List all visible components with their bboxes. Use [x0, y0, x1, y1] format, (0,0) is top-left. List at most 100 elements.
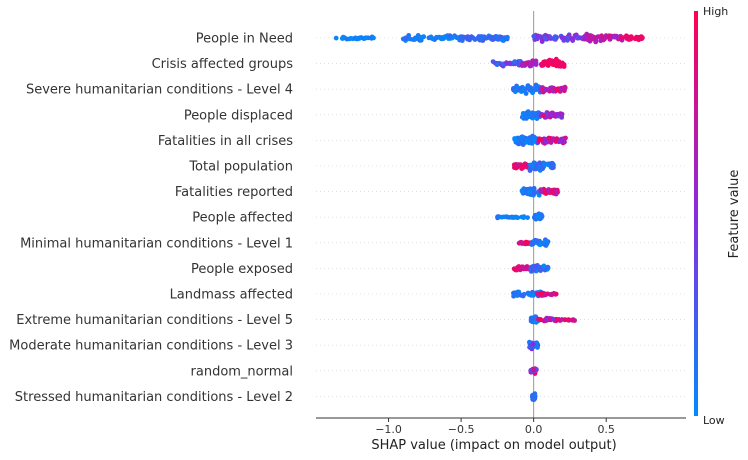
- shap-point: [535, 214, 540, 220]
- shap-point: [490, 37, 495, 42]
- shap-point: [536, 137, 542, 143]
- shap-point: [530, 316, 535, 322]
- shap-point: [412, 37, 417, 42]
- shap-point: [570, 36, 576, 42]
- shap-point: [570, 317, 576, 323]
- shap-point: [551, 165, 556, 170]
- shap-point: [369, 35, 374, 41]
- shap-point: [524, 137, 530, 143]
- shap-point: [519, 164, 525, 170]
- feature-label: People displaced: [184, 108, 293, 123]
- shap-point: [526, 189, 532, 195]
- shap-point: [418, 35, 424, 40]
- shap-point: [458, 34, 464, 40]
- shap-point: [403, 35, 409, 41]
- shap-point: [548, 292, 553, 297]
- shap-point: [521, 215, 527, 220]
- shap-point: [550, 88, 556, 94]
- shap-point: [521, 87, 526, 93]
- colorbar-title: Feature value: [727, 170, 742, 259]
- shap-point: [531, 137, 537, 143]
- shap-point: [531, 267, 536, 273]
- shap-point: [548, 161, 554, 166]
- shap-point: [638, 36, 644, 42]
- shap-point: [587, 36, 593, 42]
- feature-gridlines: [316, 37, 686, 397]
- shap-point: [533, 62, 539, 67]
- shap-point: [535, 291, 540, 297]
- shap-point: [513, 87, 518, 93]
- shap-point: [532, 111, 538, 116]
- feature-label: Fatalities in all crises: [158, 134, 293, 149]
- shap-point: [344, 36, 350, 42]
- shap-point: [533, 263, 538, 269]
- shap-point: [515, 215, 521, 221]
- shap-point: [562, 317, 568, 322]
- feature-label: People in Need: [196, 32, 293, 47]
- shap-point: [495, 34, 500, 40]
- feature-label: People affected: [192, 211, 293, 226]
- feature-label: Extreme humanitarian conditions - Level …: [16, 313, 293, 328]
- feature-label: Total population: [188, 160, 293, 175]
- shap-point: [538, 317, 543, 322]
- feature-label: People exposed: [191, 262, 293, 277]
- feature-label: Severe humanitarian conditions - Level 4: [26, 83, 293, 98]
- shap-point: [348, 36, 354, 41]
- shap-point: [538, 189, 544, 194]
- shap-point: [565, 35, 571, 40]
- shap-point: [514, 138, 520, 144]
- shap-point: [407, 36, 413, 42]
- shap-point: [434, 35, 440, 40]
- shap-point: [550, 316, 556, 322]
- shap-point: [475, 36, 481, 41]
- shap-point: [619, 35, 625, 41]
- shap-point: [627, 35, 633, 41]
- x-axis-ticks: −1.0 −0.5 0.0 0.5: [375, 418, 615, 436]
- shap-point: [544, 241, 550, 247]
- shap-point: [531, 367, 537, 373]
- shap-point: [428, 34, 434, 40]
- shap-point: [447, 33, 453, 38]
- shap-point: [525, 215, 530, 221]
- shap-point: [495, 214, 500, 220]
- shap-point: [519, 293, 524, 298]
- shap-point: [537, 34, 543, 40]
- shap-point: [540, 113, 546, 118]
- shap-point: [602, 35, 608, 40]
- shap-point: [531, 185, 537, 191]
- shap-point: [530, 292, 535, 298]
- feature-label: Fatalities reported: [175, 185, 293, 200]
- feature-label: random_normal: [191, 364, 293, 379]
- x-tick-label: −1.0: [375, 423, 402, 436]
- shap-point: [552, 61, 558, 67]
- colorbar-high-label: High: [703, 5, 728, 18]
- shap-point: [527, 339, 532, 345]
- shap-point: [562, 139, 567, 145]
- shap-point: [354, 36, 360, 42]
- shap-point: [333, 35, 339, 41]
- shap-point: [531, 33, 537, 39]
- shap-point: [556, 317, 561, 322]
- shap-point: [606, 34, 612, 39]
- shap-point: [519, 188, 525, 194]
- shap-point: [441, 34, 447, 40]
- shap-point: [549, 58, 554, 63]
- shap-point: [516, 162, 521, 168]
- shap-point: [561, 38, 567, 43]
- shap-point: [507, 60, 513, 66]
- feature-label: Minimal humanitarian conditions - Level …: [20, 236, 293, 251]
- shap-point: [544, 317, 549, 323]
- x-tick-label: −0.5: [448, 423, 475, 436]
- colorbar: [694, 11, 698, 416]
- shap-point: [340, 35, 345, 41]
- shap-point: [548, 112, 554, 117]
- shap-point: [559, 111, 564, 117]
- shap-point: [558, 63, 564, 69]
- shap-point: [534, 238, 540, 244]
- shap-point: [481, 34, 487, 40]
- shap-point: [552, 36, 558, 41]
- shap-point: [595, 34, 601, 39]
- shap-point: [528, 85, 533, 91]
- shap-point: [514, 267, 520, 273]
